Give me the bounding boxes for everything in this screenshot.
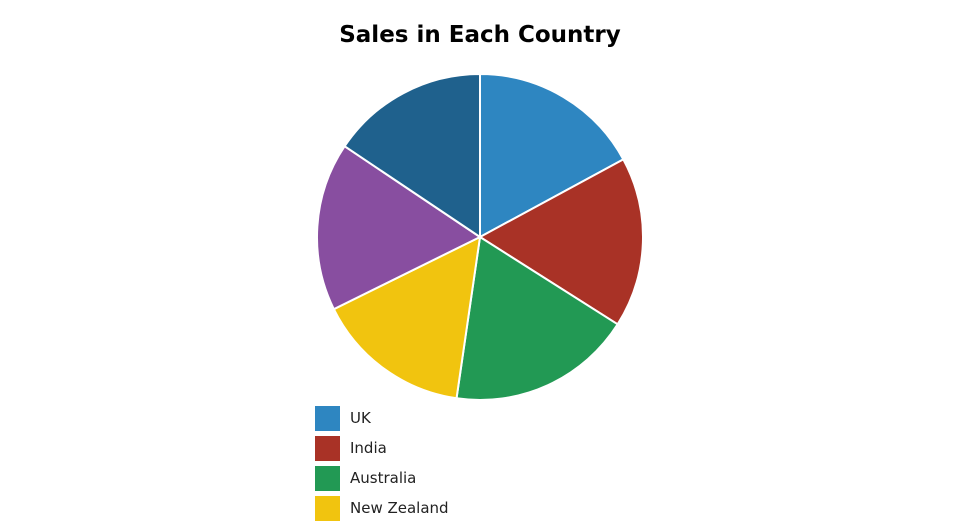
legend-label: Australia: [350, 469, 417, 487]
legend-item[interactable]: New Zealand: [315, 493, 449, 523]
legend-label: New Zealand: [350, 499, 449, 517]
legend-item[interactable]: UK: [315, 403, 449, 433]
pie-slice-australia[interactable]: [455, 235, 620, 401]
pie-slice-india[interactable]: [478, 158, 644, 326]
legend-item[interactable]: Australia: [315, 463, 449, 493]
legend-swatch: [315, 435, 340, 461]
pie-slice-6[interactable]: [343, 72, 481, 239]
legend-label: UK: [350, 409, 371, 427]
legend-label: India: [350, 439, 387, 457]
legend-swatch: [315, 465, 340, 491]
legend: UK India Australia New Zealand: [315, 403, 449, 523]
pie-slice-uk[interactable]: [479, 72, 625, 239]
legend-item[interactable]: India: [315, 433, 449, 463]
pie-slice-5[interactable]: [316, 144, 482, 311]
legend-swatch: [315, 405, 340, 431]
legend-swatch: [315, 495, 340, 521]
pie-chart: [316, 72, 644, 401]
chart-title: Sales in Each Country: [339, 22, 621, 48]
pie-slice-new-zealand[interactable]: [332, 235, 482, 400]
